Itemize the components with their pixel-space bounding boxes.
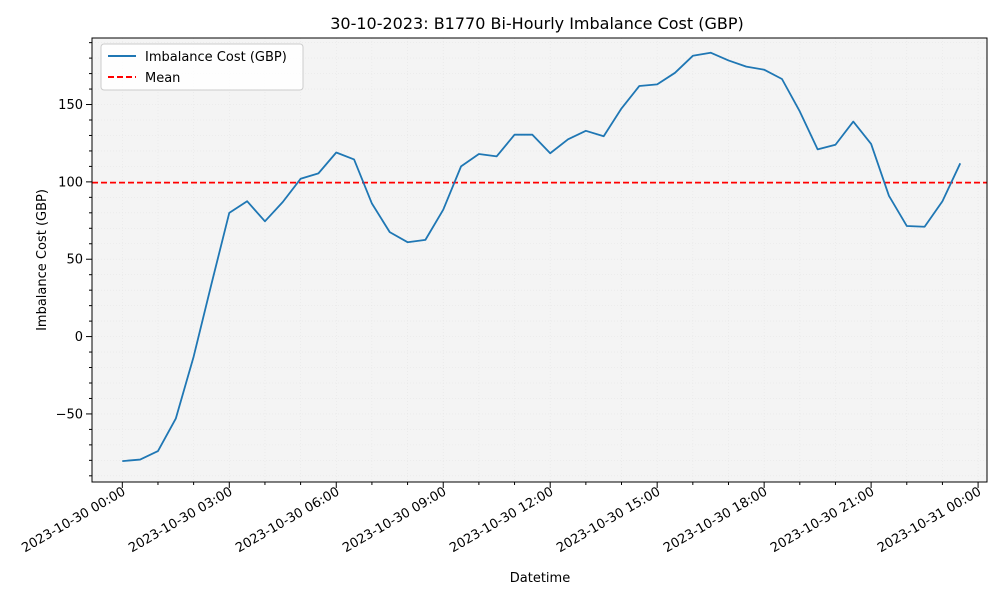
- x-tick-label: 2023-10-30 21:00: [768, 484, 877, 556]
- y-tick-label: 0: [75, 330, 83, 345]
- x-tick-label: 2023-10-30 00:00: [19, 484, 128, 556]
- chart-title: 30-10-2023: B1770 Bi-Hourly Imbalance Co…: [330, 14, 744, 33]
- imbalance-cost-line: [122, 51, 962, 463]
- x-tick-label: 2023-10-30 18:00: [661, 484, 770, 556]
- grid: [92, 38, 987, 482]
- x-tick-label: 2023-10-30 15:00: [554, 484, 663, 556]
- legend-label-mean: Mean: [145, 71, 180, 86]
- series-layer: [92, 51, 987, 463]
- x-tick-label: 2023-10-30 09:00: [340, 484, 449, 556]
- y-axis-title: Imbalance Cost (GBP): [35, 189, 50, 331]
- plot-frame: [91, 37, 988, 483]
- x-tick-label: 2023-10-30 03:00: [126, 484, 235, 556]
- legend-label-cost: Imbalance Cost (GBP): [145, 50, 287, 65]
- plot-area: [92, 38, 987, 482]
- legend: Imbalance Cost (GBP) Mean: [100, 43, 304, 91]
- legend-box: [100, 43, 304, 91]
- x-tick-label: 2023-10-31 00:00: [875, 484, 984, 556]
- x-axis-title: Datetime: [510, 571, 570, 586]
- y-tick-label: 150: [58, 98, 83, 113]
- y-tick-label: 50: [66, 253, 83, 268]
- x-tick-label: 2023-10-30 06:00: [233, 484, 342, 556]
- x-tick-label: 2023-10-30 12:00: [447, 484, 556, 556]
- y-tick-label: −50: [56, 407, 83, 422]
- y-tick-label: 100: [58, 175, 83, 190]
